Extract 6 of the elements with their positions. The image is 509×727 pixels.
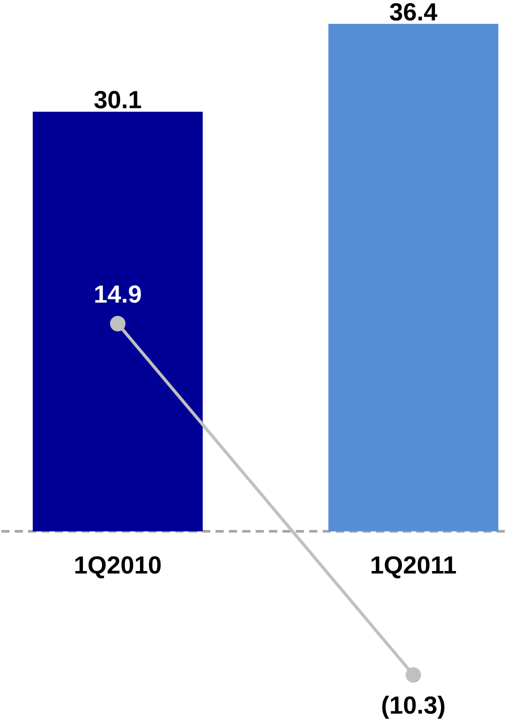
x-tick-label: 1Q2010	[75, 556, 161, 578]
data-label: 36.4	[390, 3, 438, 21]
data-label: (10.3)	[382, 696, 444, 719]
x-tick-label: 1Q2011	[371, 556, 456, 578]
data-label: 14.9	[95, 285, 141, 303]
data-label: 30.1	[94, 90, 141, 108]
